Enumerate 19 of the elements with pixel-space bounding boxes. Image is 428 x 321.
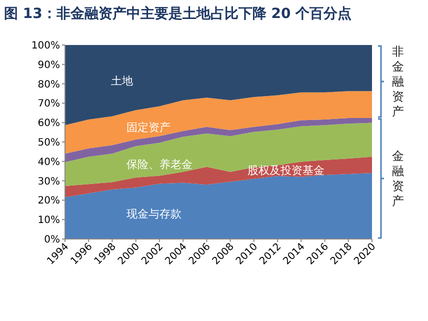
y-tick-label: 80% (38, 79, 60, 90)
y-tick-label: 70% (38, 98, 60, 110)
y-tick-label: 60% (38, 118, 60, 130)
series-label: 保险、养老金 (126, 158, 192, 172)
y-tick-label: 20% (38, 196, 60, 207)
series-label: 土地 (111, 74, 134, 88)
y-tick-label: 30% (38, 176, 60, 188)
y-tick-label: 40% (38, 156, 60, 168)
y-tick-label: 90% (38, 60, 60, 71)
series-label: 固定资产 (126, 121, 170, 134)
y-tick-label: 50% (38, 138, 60, 148)
title: 图 13：非金融资产中主要是土地占比下降 20 个百分点 (4, 6, 352, 22)
series-label: 现金与存款 (126, 208, 182, 221)
y-tick-label: 10% (38, 215, 60, 226)
annotation: 非金融资产 (392, 44, 404, 118)
y-tick-label: 100% (31, 40, 60, 52)
series-label: 股权及投资基金 (248, 164, 325, 178)
annotation: 金融资产 (392, 148, 404, 208)
y-tick-label: 0% (44, 234, 60, 246)
